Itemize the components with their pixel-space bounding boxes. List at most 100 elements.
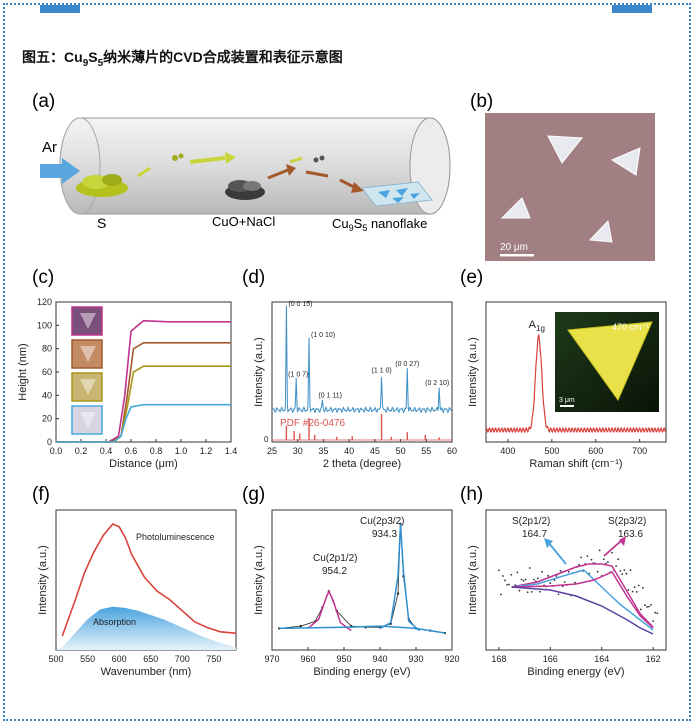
xps-data-point [598,549,601,552]
xps-data-point [559,570,562,572]
photoluminescence-line [61,523,237,637]
height-profile-line [56,403,231,443]
x-tick-label: 920 [444,654,459,664]
xps-data-point [504,579,506,582]
annotation-arrow [547,541,567,565]
x-tick-label: 50 [396,446,406,456]
xps-fit-line [511,569,654,631]
panel-h-xps-s: 168 166 164 162 Binding energy (eV) Intensity… [467,509,667,678]
x-tick-label: 55 [421,446,431,456]
xps-fit-line [511,586,654,635]
peak-label: (1 0 7) [288,372,308,379]
x-tick-label: 0.0 [50,446,63,456]
reference-label: PDF #26-0476 [280,418,345,429]
x-tick-label: 30 [293,446,303,456]
peak-label: A1g [529,319,545,333]
panel-a-schematic: Ar S CuO+NaCl [40,117,451,233]
xps-data-point [635,590,638,593]
x-tick-label: 0.8 [150,446,163,456]
xps-data-point [611,551,613,554]
panel-d-xrd: 25 30 35 40 45 50 55 60 2 theta (degree) Intensit… [253,301,457,470]
xps-data-point [537,577,539,580]
xps-data-point [508,583,511,586]
x-tick-label: 0.6 [125,446,138,456]
x-tick-label: 162 [646,654,661,664]
panel-label-h: (h) [460,484,483,505]
xps-data-point [639,608,642,611]
inset-label: 470 cm⁻¹ [612,322,649,332]
x-tick-label: 1.0 [175,446,188,456]
raman-map-flake [567,321,653,402]
x-tick-label: 950 [336,654,351,664]
xps-data-point [606,561,609,564]
x-tick-label: 960 [300,654,315,664]
xps-fit-line [279,625,445,634]
x-axis-label: Distance (μm) [109,458,178,470]
x-tick-label: 0.2 [75,446,88,456]
x-tick-label: 1.2 [200,446,213,456]
x-axis-label: Raman shift (cm⁻¹) [529,458,622,470]
xps-data-point [526,591,529,594]
x-axis-label: Wavenumber (nm) [101,666,192,678]
panel-label-c: (c) [32,267,54,288]
nanoflake [547,135,583,164]
xps-data-point [650,603,652,606]
figure-frame [3,3,691,721]
peak-label: (0 0 27) [395,361,419,368]
xps-data-point [567,571,570,573]
x-axis-label: Binding energy (eV) [527,666,624,678]
xps-data-point [637,584,640,587]
xps-data-point [625,572,628,575]
annotation-arrowhead [619,536,626,546]
figure-caption: 图五：Cu9S5纳米薄片的CVD合成装置和表征示意图 [22,47,343,69]
afm-inset [71,339,103,369]
xps-data-point [502,575,504,577]
xps-data-line [279,523,445,634]
y-tick-label: 120 [37,297,52,307]
xps-data-point [617,558,620,561]
panel-g-xps-cu: 970 960 950 940 930 920 Binding energy (eV) Int… [253,509,460,678]
xps-data-point [629,569,632,571]
panel-e-raman: 400 500 600 700 Raman shift (cm⁻¹) Intensity … [467,301,667,470]
x-tick-label: 45 [370,446,380,456]
x-axis-label: Binding energy (eV) [313,666,410,678]
peak-annotation: S(2p3/2) [608,516,646,527]
afm-inset [71,306,103,336]
xps-data-point [510,573,513,576]
xps-data-point [652,620,655,623]
xps-data-point [641,586,644,589]
x-tick-label: 930 [408,654,423,664]
afm-inset [71,405,103,435]
afm-flake [80,412,96,428]
y-tick-label: 40 [42,390,52,400]
xps-fit-line [307,589,352,632]
xrd-spectrum [271,305,452,414]
xps-data-point [520,578,523,581]
x-axis-label: 2 theta (degree) [323,458,401,470]
y-tick-label: 0 [47,437,52,447]
peak-annotation: Cu(2p1/2) [313,553,357,564]
panel-label-b: (b) [470,91,493,112]
y-axis-label: Height (nm) [17,343,29,400]
caption-formula: Cu9S5 [64,49,104,69]
y-tick-label: 100 [37,320,52,330]
caption-rest: 纳米薄片的CVD合成装置和表征示意图 [103,49,343,65]
plot-frame [271,301,453,443]
xps-data-point [631,590,634,593]
precursor-label: CuO+NaCl [212,214,275,229]
peak-label: (1 1 0) [372,367,392,374]
xps-fit-line [511,571,654,629]
xps-data-point [656,612,659,615]
peak-annotation-value: 934.3 [372,529,397,540]
xps-data-point [580,556,583,559]
y-axis-label: Intensity (a.u.) [253,545,265,615]
nanoflake [610,147,641,176]
xps-data-point [648,605,650,608]
x-tick-label: 700 [175,654,190,664]
xps-data-point [633,586,636,589]
y-axis-label: Intensity (a.u.) [253,337,265,407]
xps-data-point [627,589,630,591]
x-tick-label: 650 [143,654,158,664]
xps-data-point [532,578,535,581]
